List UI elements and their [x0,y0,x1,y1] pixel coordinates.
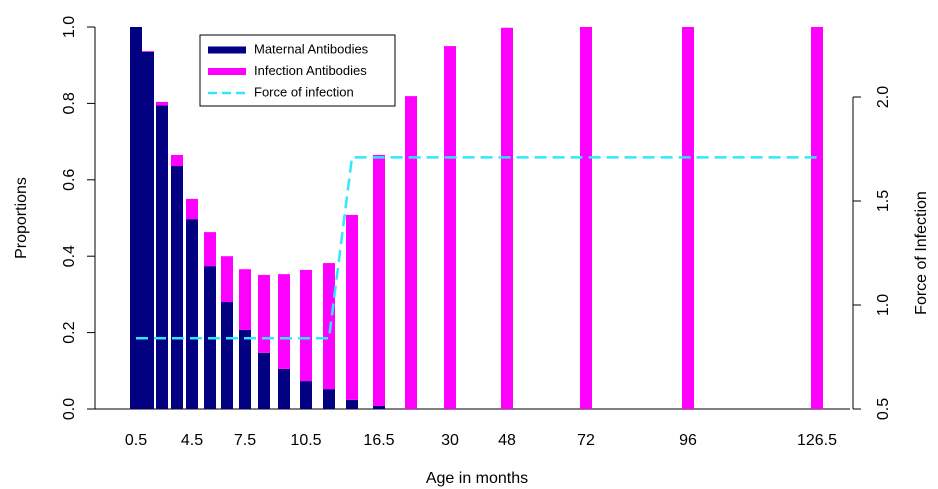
x-tick-label: 72 [577,432,595,449]
bar-segment [258,352,270,409]
bar-segment [221,302,233,409]
force-line [136,156,817,340]
y2-tick-label: 1.5 [875,190,892,212]
x-tick-label: 7.5 [234,432,256,449]
bar-segment [171,166,183,409]
bar-segment [682,27,694,409]
bar-segment [278,274,290,369]
x-tick-label: 96 [679,432,697,449]
bar-segment [346,214,358,400]
bar-segment [186,198,198,220]
bar-segment [444,46,456,409]
bar-segment [278,368,290,409]
x-tick-label: 0.5 [125,432,147,449]
bar-segment [580,27,592,409]
bar-segment [258,274,270,353]
bar-segment [156,101,168,106]
y-tick-label: 0.6 [61,169,78,191]
bar-segment [405,96,417,409]
bar-segment [239,329,251,409]
y2-tick-label: 2.0 [875,86,892,108]
bar-segment [142,51,154,410]
x-tick-label: 4.5 [181,432,203,449]
bar-segment [156,105,168,409]
y-axis-title: Proportions [13,177,30,259]
bar-segment [239,269,251,330]
bar-segment [221,256,233,303]
legend-label: Infection Antibodies [254,63,367,78]
bar-segment [204,232,216,267]
y-tick-label: 1.0 [61,16,78,38]
x-tick-label: 126.5 [797,432,837,449]
bar-segment [346,399,358,409]
bar-segment [323,263,335,390]
bar-segment [373,154,385,406]
legend-label: Force of infection [254,84,354,99]
y2-tick-label: 0.5 [875,398,892,420]
y-tick-label: 0.4 [61,245,78,267]
bar-segment [186,219,198,409]
y2-tick-label: 1.0 [875,294,892,316]
x-tick-label: 30 [441,432,459,449]
bar-segment [300,381,312,409]
bar-segment [171,154,183,167]
y-tick-label: 0.2 [61,321,78,343]
bar-segment [323,389,335,409]
x-tick-label: 10.5 [290,432,321,449]
bar-segment [373,405,385,409]
bar-segment [142,51,154,52]
y-tick-label: 0.0 [61,398,78,420]
y-tick-label: 0.8 [61,92,78,114]
x-axis-title: Age in months [426,470,528,487]
y2-axis-title: Force of Infection [913,191,930,315]
bar-segment [501,27,513,409]
legend-label: Maternal Antibodies [254,41,369,56]
bar-segment [130,27,142,409]
bar-segment [811,27,823,409]
x-tick-label: 16.5 [363,432,394,449]
bar-segment [300,269,312,382]
x-tick-label: 48 [498,432,516,449]
